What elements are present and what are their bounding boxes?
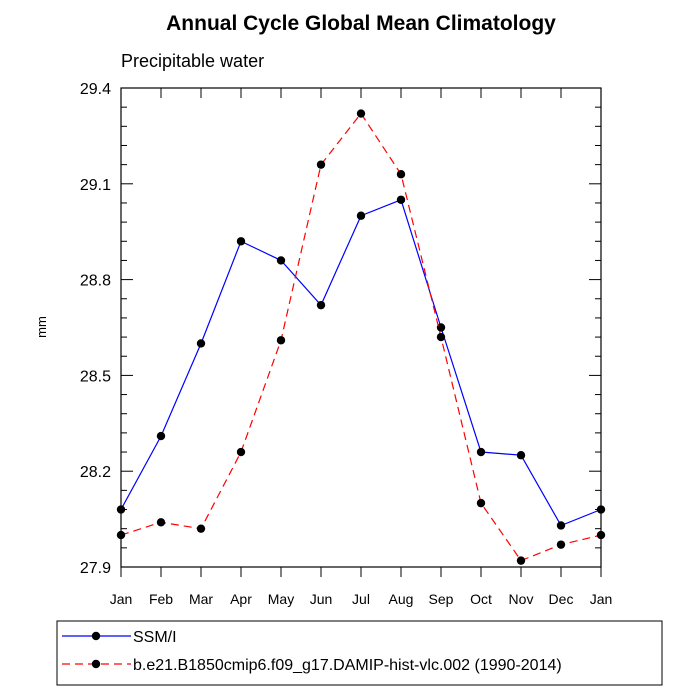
y-tick-label: 28.2 — [80, 464, 111, 481]
series-1-point — [276, 256, 286, 265]
y-tick-label: 28.8 — [80, 273, 111, 290]
x-tick-label: Feb — [149, 591, 173, 607]
series-1-point — [156, 431, 166, 441]
series-line-2 — [120, 112, 602, 562]
series-1-point — [396, 195, 406, 204]
series-2-point — [316, 160, 326, 169]
x-tick-label: Oct — [470, 591, 492, 607]
series-2-point — [156, 518, 166, 527]
series-2-point — [476, 498, 486, 508]
series-1-point — [196, 339, 206, 348]
y-axis-label: mm — [34, 316, 49, 338]
series-1-point — [556, 521, 566, 530]
series-1-point — [516, 451, 526, 460]
series-1-point — [356, 211, 366, 220]
legend-box — [56, 620, 663, 686]
x-tick-label: Jan — [110, 591, 133, 607]
legend-marker-1 — [91, 631, 101, 641]
y-tick-label: 29.1 — [80, 177, 111, 194]
x-tick-label: Mar — [189, 591, 213, 607]
x-tick-label: Jul — [352, 591, 370, 607]
x-tick-label: Sep — [429, 591, 454, 607]
series-1-point — [476, 447, 486, 457]
x-tick-label: Aug — [389, 591, 414, 607]
series-1-point — [436, 323, 446, 332]
series-2-point — [516, 556, 526, 565]
chart-title: Annual Cycle Global Mean Climatology — [166, 12, 556, 35]
series-2-point — [396, 170, 406, 179]
y-tick-label: 28.5 — [80, 368, 111, 385]
chart-subtitle: Precipitable water — [121, 51, 264, 71]
series-2-point — [556, 540, 566, 549]
x-tick-label: Dec — [549, 591, 574, 607]
x-tick-label: Apr — [230, 591, 252, 607]
series-2-point — [436, 332, 446, 342]
series-2-point — [276, 336, 286, 345]
series-2-point — [196, 524, 206, 533]
legend-marker-2 — [91, 659, 101, 669]
legend-label-1: SSM/I — [133, 629, 177, 646]
x-tick-label: Nov — [509, 591, 534, 607]
series-1-point — [236, 237, 246, 246]
series-2-point — [236, 447, 246, 457]
series-1-point — [316, 300, 326, 310]
series-line-1 — [120, 199, 602, 527]
y-tick-label: 27.9 — [80, 560, 111, 577]
y-tick-label: 29.4 — [80, 81, 111, 98]
plot-frame — [120, 87, 602, 568]
legend-label-2: b.e21.B1850cmip6.f09_g17.DAMIP-hist-vlc.… — [133, 657, 562, 674]
x-tick-label: Jun — [310, 591, 333, 607]
series-2-point — [356, 109, 366, 118]
x-tick-label: Jan — [590, 591, 613, 607]
x-tick-label: May — [268, 591, 294, 607]
